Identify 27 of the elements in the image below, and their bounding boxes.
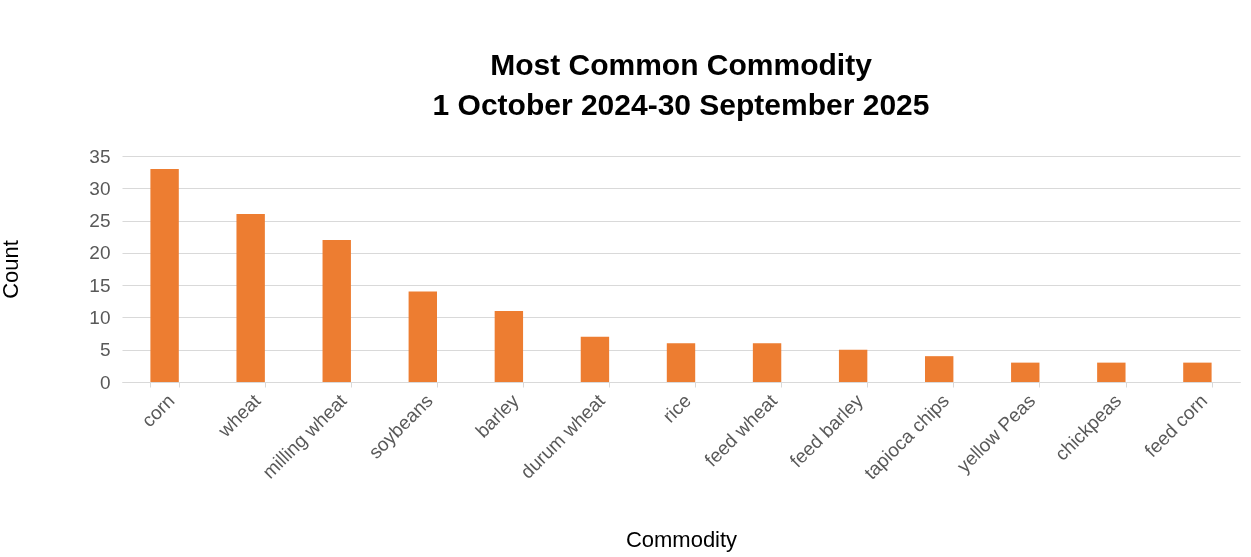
chart-title: Most Common Commodity [490, 48, 873, 81]
y-tick-label: 35 [89, 145, 111, 167]
bar [322, 239, 351, 382]
bar [150, 168, 179, 382]
bar [580, 336, 610, 382]
bar [236, 214, 265, 382]
x-tick-label: rice [658, 390, 695, 427]
bar [666, 343, 696, 382]
bar [925, 356, 954, 382]
bar [408, 291, 437, 382]
y-tick-label: 15 [89, 274, 111, 296]
bar [494, 310, 524, 382]
bar [838, 349, 868, 382]
x-tick-label: corn [137, 390, 179, 432]
bar [752, 343, 782, 382]
bar [1183, 362, 1212, 382]
chart-subtitle: 1 October 2024-30 September 2025 [432, 88, 930, 121]
bar [1097, 362, 1126, 382]
y-axis-title: Count [0, 240, 23, 299]
y-tick-label: 30 [89, 177, 111, 199]
bar [1011, 362, 1040, 382]
y-tick-label: 10 [89, 306, 111, 328]
x-axis-title: Commodity [625, 526, 738, 552]
y-tick-label: 0 [99, 371, 111, 393]
y-tick-label: 25 [89, 210, 111, 232]
y-tick-label: 5 [99, 339, 111, 361]
y-tick-label: 20 [89, 242, 111, 264]
